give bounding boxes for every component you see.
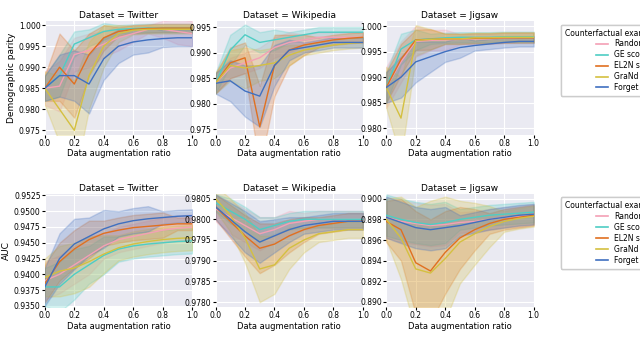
X-axis label: Data augmentation ratio: Data augmentation ratio bbox=[237, 322, 341, 331]
Y-axis label: Demographic parity: Demographic parity bbox=[7, 32, 16, 123]
X-axis label: Data augmentation ratio: Data augmentation ratio bbox=[237, 149, 341, 158]
Legend: Random, GE score, EL2N score, GraNd score, Forget score: Random, GE score, EL2N score, GraNd scor… bbox=[561, 25, 640, 96]
X-axis label: Data augmentation ratio: Data augmentation ratio bbox=[67, 322, 170, 331]
Title: Dataset = Wikipedia: Dataset = Wikipedia bbox=[243, 11, 336, 20]
Legend: Random, GE score, EL2N score, GraNd score, Forget score: Random, GE score, EL2N score, GraNd scor… bbox=[561, 198, 640, 269]
Title: Dataset = Jigsaw: Dataset = Jigsaw bbox=[421, 184, 499, 193]
Title: Dataset = Jigsaw: Dataset = Jigsaw bbox=[421, 11, 499, 20]
Title: Dataset = Wikipedia: Dataset = Wikipedia bbox=[243, 184, 336, 193]
X-axis label: Data augmentation ratio: Data augmentation ratio bbox=[408, 149, 512, 158]
X-axis label: Data augmentation ratio: Data augmentation ratio bbox=[67, 149, 170, 158]
X-axis label: Data augmentation ratio: Data augmentation ratio bbox=[408, 322, 512, 331]
Y-axis label: AUC: AUC bbox=[2, 241, 11, 260]
Title: Dataset = Twitter: Dataset = Twitter bbox=[79, 11, 158, 20]
Title: Dataset = Twitter: Dataset = Twitter bbox=[79, 184, 158, 193]
